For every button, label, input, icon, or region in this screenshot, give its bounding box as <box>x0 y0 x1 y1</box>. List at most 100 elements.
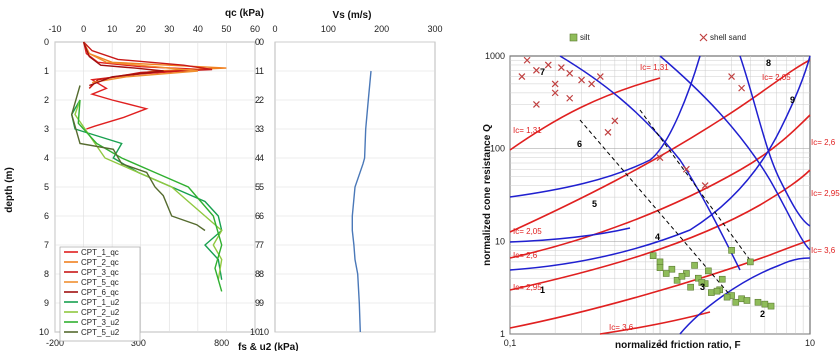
sbt-ic-curve <box>509 59 811 233</box>
vs-series-line <box>351 70 372 333</box>
cpt-left-tick-label: 6 <box>44 211 49 221</box>
sbt-shell-sand-point <box>656 154 664 162</box>
sbt-shell-sand-point <box>557 64 565 72</box>
cpt-right-tick-label: 2 <box>259 95 264 105</box>
cpt-top-tick-label: 20 <box>136 24 146 34</box>
sbt-silt-point <box>656 264 664 271</box>
cpt-series-line <box>83 41 213 89</box>
cpt-grid <box>54 41 256 333</box>
sbt-silt-point <box>767 302 775 310</box>
cpt-depth-chart: qc (kPa) fs & u2 (kPa) depth (m) -10 0 10 2… <box>4 8 299 351</box>
sbt-ic-labels: Ic= 1,31 Ic= 1,31 Ic= 2,05 Ic= 2,05 Ic= 2,6 I… <box>513 63 840 332</box>
sbt-ic-label: Ic= 2,95 <box>811 189 840 198</box>
sbt-zone-boundary <box>509 55 701 198</box>
vs-y-tick-label: 7 <box>255 240 260 250</box>
sbt-shell-sand-point <box>682 165 690 173</box>
sbt-legend-silt-marker <box>569 33 578 42</box>
cpt-legend-label: CPT_1_qc <box>81 248 119 257</box>
sbt-shell-sand-point <box>532 66 540 74</box>
sbt-ic-curve <box>509 239 811 329</box>
vs-y-tick-label: 10 <box>250 327 260 337</box>
cpt-legend-label: CPT_2_u2 <box>81 308 120 317</box>
cpt-top-tick-label: 30 <box>164 24 174 34</box>
vs-axis-title: Vs (m/s) <box>333 10 372 21</box>
sbt-ic-label: Ic= 2,6 <box>811 138 836 147</box>
sbt-ic-label: Ic= 1,31 <box>640 63 669 72</box>
sbt-silt-point <box>678 272 686 280</box>
cpt-legend-label: CPT_1_u2 <box>81 298 120 307</box>
sbt-silt-point <box>705 267 712 275</box>
vs-y-tick-label: 2 <box>255 95 260 105</box>
sbt-zone-label: 1 <box>540 285 545 295</box>
vs-y-tick-label: 3 <box>255 124 260 134</box>
cpt-left-tick-label: 8 <box>44 269 49 279</box>
sbt-zone-label: 2 <box>760 309 765 319</box>
vs-x-tick-label: 200 <box>374 24 389 34</box>
cpt-right-tick-label: 4 <box>259 153 264 163</box>
cpt-left-tick-label: 0 <box>44 37 49 47</box>
cpt-series-group <box>70 41 227 292</box>
cpt-right-tick-label: 9 <box>259 298 264 308</box>
sbt-zone-labels: 1 2 3 4 5 6 7 8 9 <box>540 58 795 319</box>
sbt-y-axis-title: normalized cone resistance Q <box>482 124 493 266</box>
cpt-left-tick-label: 4 <box>44 153 49 163</box>
cpt-right-tick-label: 3 <box>259 124 264 134</box>
cpt-legend-label: CPT_6_qc <box>81 288 119 297</box>
sbt-silt-point <box>656 258 664 266</box>
sbt-boundary-curves <box>509 55 811 335</box>
cpt-top-tick-label: 60 <box>250 24 260 34</box>
cpt-left-tick-label: 1 <box>44 66 49 76</box>
sbt-zone-boundary <box>659 55 811 251</box>
cpt-legend-label: CPT_5_u2 <box>81 328 120 337</box>
vs-grid <box>275 41 435 333</box>
vs-y-tick-label: 5 <box>255 182 260 192</box>
sbt-silt-point <box>691 262 698 269</box>
cpt-y-axis-title: depth (m) <box>4 167 15 213</box>
cpt-series-line <box>82 41 164 87</box>
sbt-shell-sand-point <box>604 128 612 136</box>
cpt-legend-label: CPT_3_u2 <box>81 318 120 327</box>
sbt-shell-sand-point <box>588 80 596 88</box>
cpt-left-tick-label: 10 <box>39 327 49 337</box>
sbt-zone-label: 7 <box>540 67 545 77</box>
cpt-legend-label: CPT_2_qc <box>81 258 119 267</box>
cpt-left-tick-label: 3 <box>44 124 49 134</box>
vs-y-tick-label: 4 <box>255 153 260 163</box>
sbt-silt-point <box>718 275 726 283</box>
cpt-bottom-tick-label: 800 <box>214 338 229 348</box>
cpt-left-tick-label: 2 <box>44 95 49 105</box>
sbt-shell-sand-point <box>578 76 585 84</box>
sbt-zone-boundary <box>509 227 631 243</box>
sbt-ic-curve <box>509 114 811 259</box>
vs-y-tick-label: 8 <box>255 269 260 279</box>
sbt-shell-sand-point <box>701 182 709 189</box>
cpt-right-tick-label: 1 <box>259 66 264 76</box>
sbt-silt-point <box>728 247 735 254</box>
sbt-x-axis-title: normalized friction ratio, F <box>615 340 741 351</box>
sbt-ic-label: Ic= 1,31 <box>513 126 542 135</box>
sbt-silt-point <box>698 279 706 286</box>
sbt-y-tick-label: 1 <box>500 329 505 339</box>
sbt-zone-label: 6 <box>577 139 582 149</box>
sbt-silt-point <box>747 258 754 266</box>
cpt-top-tick-label: 50 <box>221 24 231 34</box>
cpt-ticks: -10 0 10 20 30 40 50 60-200 300 80001234567891001… <box>39 24 269 348</box>
sbt-silt-point <box>662 270 670 277</box>
sbt-dashed-boundary <box>579 109 751 296</box>
sbt-silt-point <box>673 276 681 284</box>
sbt-ic-label: Ic= 2,05 <box>762 73 791 82</box>
sbt-ic-curve <box>509 169 811 291</box>
sbt-ic-label: Ic= 3,6 <box>609 323 634 332</box>
cpt-bottom-tick-label: -200 <box>46 338 64 348</box>
cpt-series-line <box>77 99 223 292</box>
sbt-zone-label: 3 <box>700 282 705 292</box>
cpt-legend-label: CPT_3_qc <box>81 268 119 277</box>
sbt-ic-label: Ic= 2,95 <box>513 283 542 292</box>
sbt-shell-sand-point <box>566 94 574 102</box>
sbt-silt-point <box>743 297 751 304</box>
sbt-grid <box>509 56 810 335</box>
sbt-zone-boundary <box>679 257 811 335</box>
sbt-zone-label: 8 <box>766 58 771 68</box>
cpt-top-tick-label: 0 <box>81 24 86 34</box>
